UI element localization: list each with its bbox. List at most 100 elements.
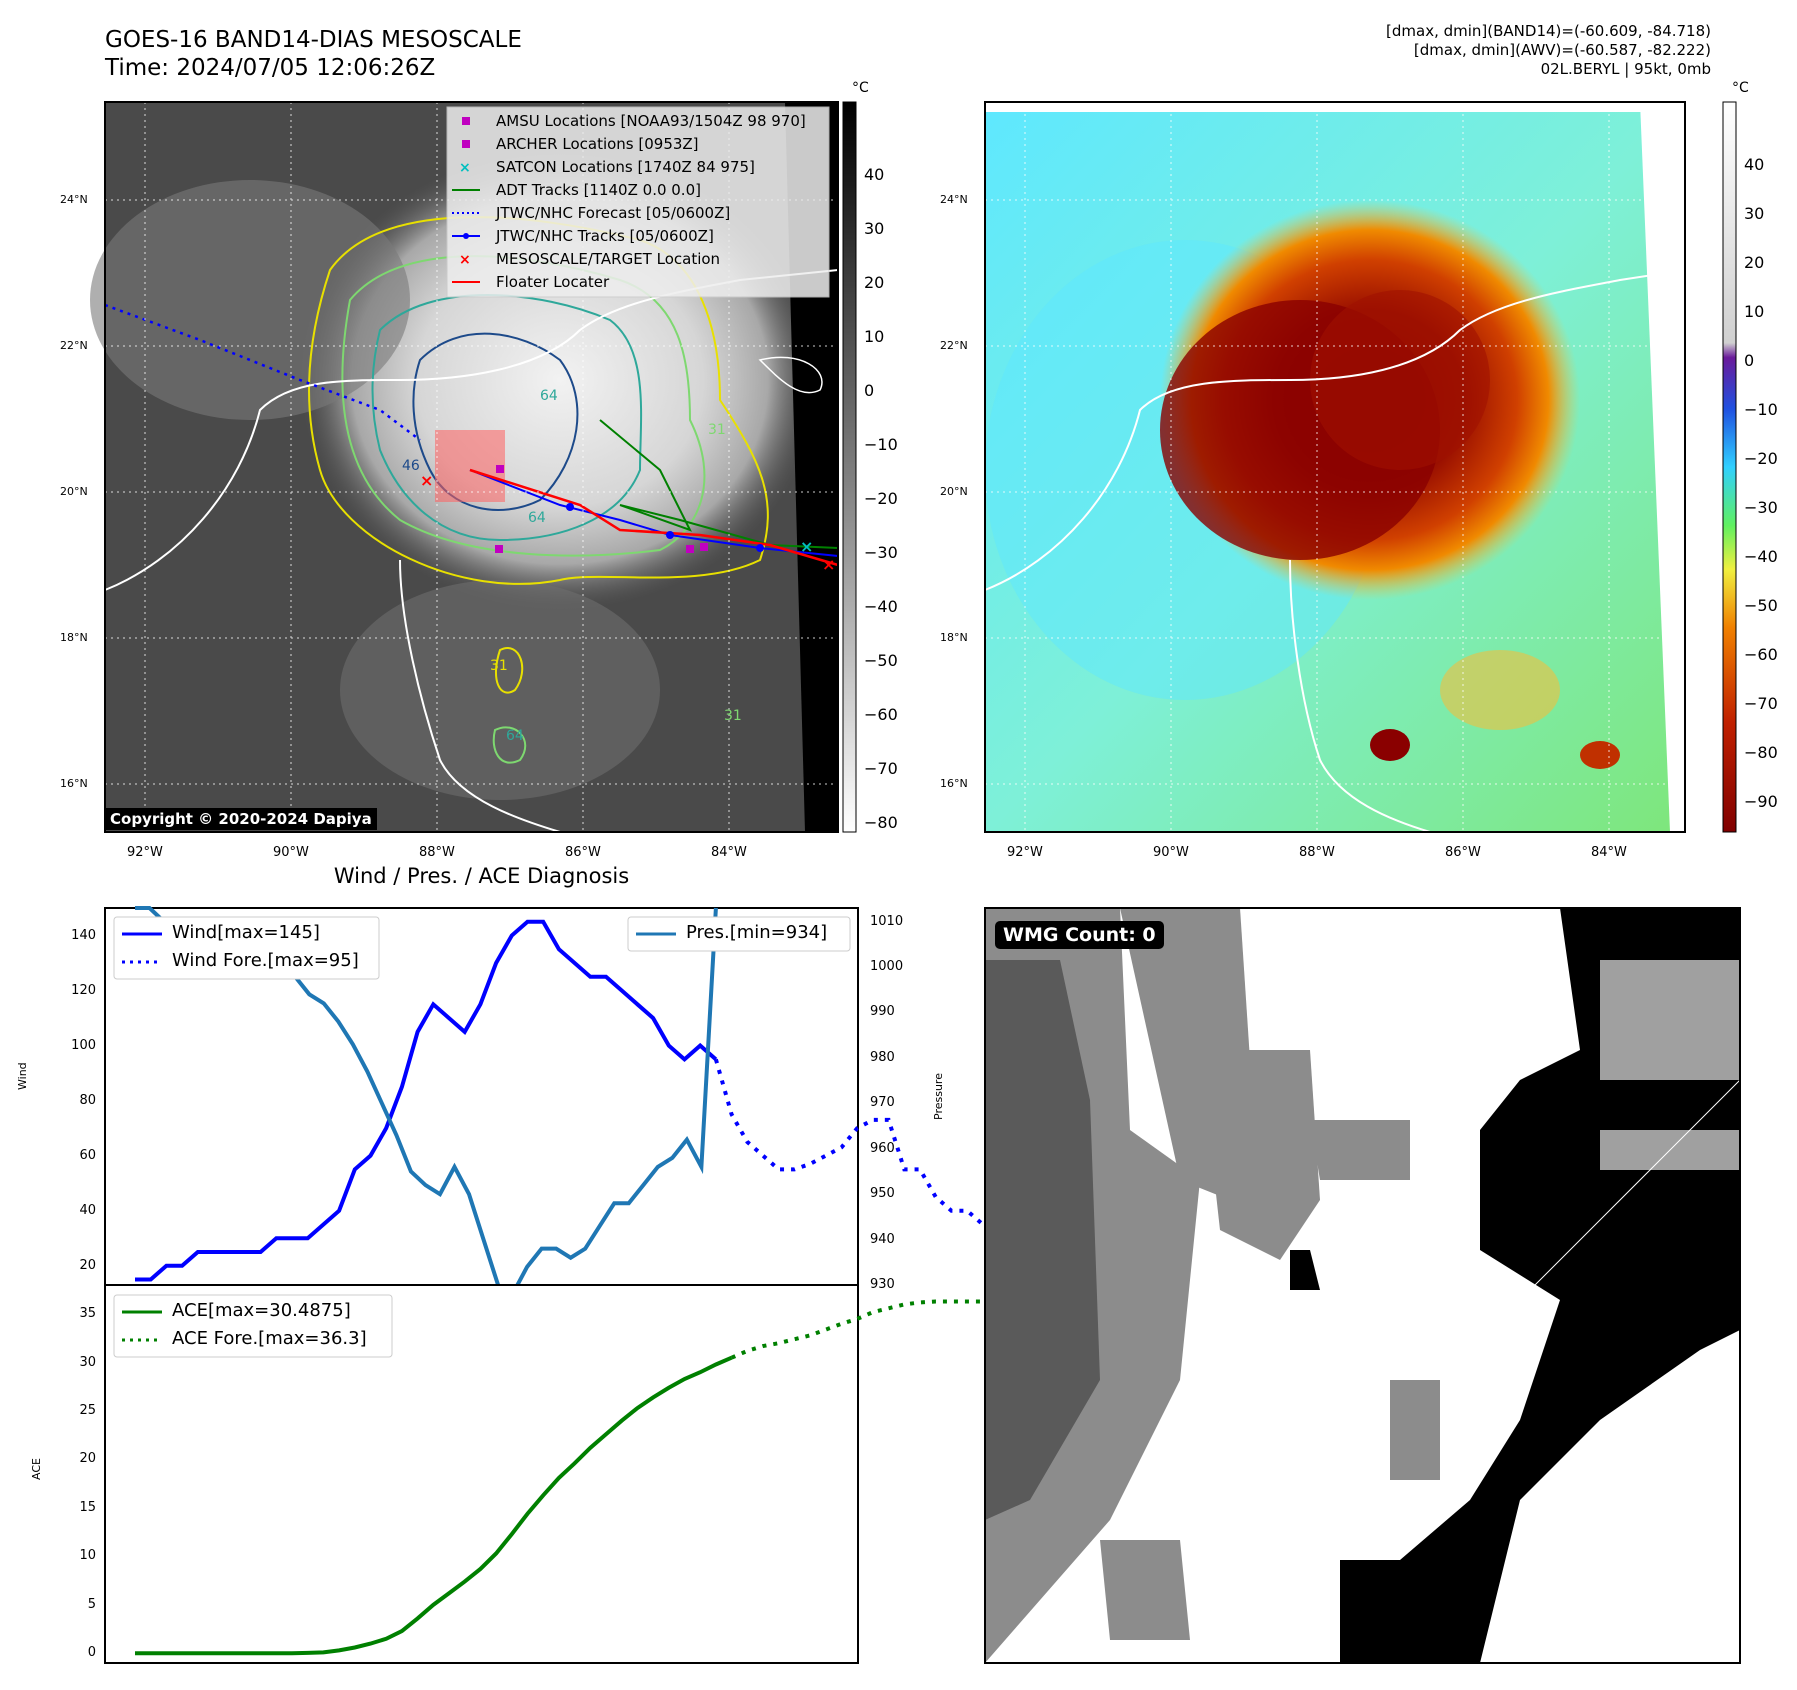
awv-header-line: [dmax, dmin](AWV)=(-60.587, -82.222) (1413, 41, 1711, 59)
y-tick: 15 (79, 1499, 96, 1515)
wind-axis-label: Wind (16, 1062, 29, 1090)
cbar-tick: −70 (1744, 694, 1778, 713)
pressure-legend (627, 916, 851, 952)
awv-header: [dmax, dmin](BAND14)=(-60.609, -84.718) … (1111, 22, 1711, 79)
map-legend-labels: AMSU Locations [NOAA93/1504Z 98 970] ARC… (496, 112, 826, 296)
y-tick: 140 (71, 927, 96, 943)
y-tick: 30 (79, 1354, 96, 1370)
legend-entry-forecast: JTWC/NHC Forecast [05/0600Z] (496, 204, 731, 222)
lat-tick: 16°N (940, 777, 968, 790)
y-tick: 40 (79, 1202, 96, 1218)
cbar-tick: −10 (1744, 400, 1778, 419)
lat-tick: 18°N (60, 631, 88, 644)
y-tick-right: 990 (870, 1004, 895, 1020)
y-tick: 35 (79, 1306, 96, 1322)
y-tick-right: 950 (870, 1186, 895, 1202)
lat-tick: 22°N (60, 339, 88, 352)
svg-text:×: × (459, 160, 471, 176)
y-tick: 20 (79, 1451, 96, 1467)
contour-label: 64 (540, 388, 558, 404)
contour-label: 64 (506, 728, 524, 744)
cbar-tick: 40 (1744, 155, 1765, 174)
contour-label: 31 (708, 422, 726, 438)
legend-entry-satcon: SATCON Locations [1740Z 84 975] (496, 158, 755, 176)
contour-label: 46 (402, 458, 420, 474)
lat-tick: 18°N (940, 631, 968, 644)
svg-text:×: × (420, 471, 433, 490)
map-title: GOES-16 BAND14-DIAS MESOSCALE (105, 27, 522, 53)
svg-text:×: × (459, 252, 471, 268)
y-tick-right: 960 (870, 1140, 895, 1156)
lon-tick: 86°W (565, 845, 601, 860)
cbar-tick: −20 (864, 489, 898, 508)
svg-text:×: × (800, 537, 813, 556)
cbar-tick: −50 (1744, 596, 1778, 615)
legend-entry-floater: Floater Locater (496, 273, 610, 291)
lon-tick: 88°W (1299, 845, 1335, 860)
wind-legend (113, 916, 380, 980)
legend-entry-adt: ADT Tracks [1140Z 0.0 0.0] (496, 181, 701, 199)
lat-tick: 22°N (940, 339, 968, 352)
legend-entry-amsu: AMSU Locations [NOAA93/1504Z 98 970] (496, 112, 806, 130)
awv-header-line: [dmax, dmin](BAND14)=(-60.609, -84.718) (1386, 22, 1711, 40)
copyright-badge: Copyright © 2020-2024 Dapiya (105, 808, 377, 830)
legend-label-ace-forecast: ACE Fore.[max=36.3] (172, 1328, 367, 1349)
cbar-tick: −90 (1744, 792, 1778, 811)
lon-tick: 90°W (273, 845, 309, 860)
y-tick: 10 (79, 1548, 96, 1564)
y-tick: 5 (87, 1596, 96, 1612)
y-tick-right: 1010 (870, 913, 904, 929)
cbar-tick: 10 (864, 327, 885, 346)
cbar-tick: −80 (864, 813, 898, 832)
cbar-tick: −20 (1744, 449, 1778, 468)
y-tick-right: 980 (870, 1049, 895, 1065)
legend-label-pressure: Pres.[min=934] (686, 922, 828, 943)
lon-tick: 88°W (419, 845, 455, 860)
y-tick: 20 (79, 1257, 96, 1273)
legend-label-wind: Wind[max=145] (172, 922, 320, 943)
pressure-axis-label: Pressure (932, 1073, 945, 1120)
cbar-tick: −50 (864, 651, 898, 670)
awv-header-line: 02L.BERYL | 95kt, 0mb (1540, 60, 1711, 78)
cbar-tick: 10 (1744, 302, 1765, 321)
cbar-tick: 40 (864, 165, 885, 184)
map-time: Time: 2024/07/05 12:06:26Z (105, 55, 436, 81)
lon-tick: 86°W (1445, 845, 1481, 860)
lon-tick: 84°W (1591, 845, 1627, 860)
legend-entry-tracks: JTWC/NHC Tracks [05/0600Z] (496, 227, 714, 245)
diagnosis-chart-title: Wind / Pres. / ACE Diagnosis (333, 864, 630, 888)
cbar-tick: 0 (864, 381, 875, 400)
legend-entry-archer: ARCHER Locations [0953Z] (496, 135, 699, 153)
awv-map-panel (984, 101, 1686, 833)
lat-tick: 20°N (940, 485, 968, 498)
cbar-tick: −40 (1744, 547, 1778, 566)
cbar-tick: 30 (864, 219, 885, 238)
lat-tick: 24°N (940, 193, 968, 206)
cbar-tick: −40 (864, 597, 898, 616)
cbar-tick: 30 (1744, 204, 1765, 223)
contour-label: 31 (490, 658, 508, 674)
lon-tick: 84°W (711, 845, 747, 860)
lon-tick: 90°W (1153, 845, 1189, 860)
cbar-tick: −10 (864, 435, 898, 454)
legend-label-ace: ACE[max=30.4875] (172, 1300, 351, 1321)
awv-colorbar-ticks: 40 30 20 10 0 −10 −20 −30 −40 −50 −60 −7… (1744, 140, 1778, 826)
y-tick-right: 1000 (870, 959, 904, 975)
lat-tick: 16°N (60, 777, 88, 790)
wmg-panel (984, 907, 1741, 1664)
wmg-count-badge: WMG Count: 0 (995, 921, 1164, 949)
lon-tick: 92°W (127, 845, 163, 860)
y-tick: 25 (79, 1403, 96, 1418)
lon-tick: 92°W (1007, 845, 1043, 860)
legend-entry-target: MESOSCALE/TARGET Location (496, 250, 721, 268)
awv-colorbar-unit: °C (1732, 80, 1749, 96)
svg-text:×: × (822, 555, 835, 574)
y-tick-right: 930 (870, 1277, 895, 1292)
y-tick: 120 (71, 982, 96, 998)
y-tick-right: 940 (870, 1231, 895, 1247)
cbar-tick: 20 (1744, 253, 1765, 272)
y-tick: 0 (87, 1645, 96, 1661)
legend-label-wind-forecast: Wind Fore.[max=95] (172, 950, 359, 971)
cbar-tick: −80 (1744, 743, 1778, 762)
